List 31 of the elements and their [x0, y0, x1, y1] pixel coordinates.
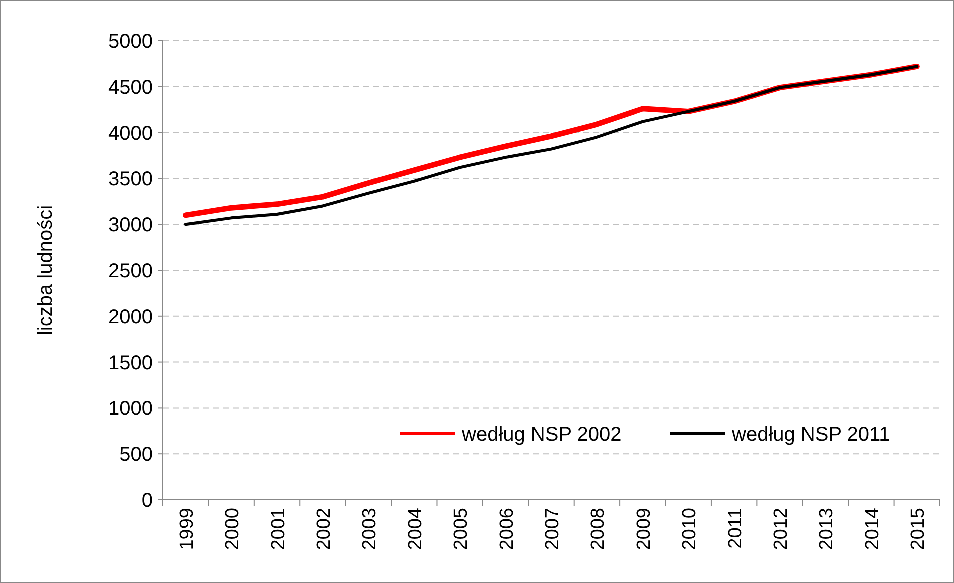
y-tick-label: 2000 — [108, 306, 153, 328]
x-tick-label: 2000 — [222, 508, 244, 550]
x-tick-label: 2003 — [360, 508, 381, 550]
y-tick-label: 2500 — [108, 260, 153, 282]
x-tick-label: 2007 — [542, 508, 564, 550]
x-tick-label: 2006 — [496, 508, 518, 550]
y-tick-label: 4000 — [108, 122, 153, 145]
y-tick-label: 5000 — [108, 31, 153, 53]
x-tick-label: 2013 — [816, 508, 838, 550]
x-tick-label: 2005 — [451, 508, 472, 550]
y-tick-label: 0 — [142, 490, 153, 512]
x-tick-label: 2004 — [405, 508, 426, 550]
x-tick-label: 2002 — [314, 508, 335, 550]
x-tick-label: 2011 — [725, 508, 746, 549]
x-tick-label: 2010 — [680, 508, 701, 550]
y-tick-label: 500 — [120, 444, 153, 466]
x-tick-label: 2014 — [862, 508, 884, 550]
y-tick-label: 3500 — [108, 168, 153, 191]
x-tick-label: 2009 — [634, 508, 655, 550]
x-tick-label: 2008 — [588, 508, 610, 550]
x-tick-label: 2001 — [268, 508, 290, 550]
x-tick-label: 2015 — [908, 508, 930, 550]
legend-label: według NSP 2002 — [461, 424, 622, 446]
x-tick-label: 1999 — [176, 508, 198, 550]
y-tick-label: 1500 — [108, 352, 153, 374]
legend-label: według NSP 2011 — [731, 424, 890, 446]
y-tick-label: 3000 — [108, 214, 153, 237]
x-tick-label: 2012 — [771, 508, 792, 550]
y-axis-title: liczba ludności — [35, 205, 57, 336]
y-tick-label: 1000 — [108, 398, 153, 420]
y-tick-label: 4500 — [108, 76, 153, 99]
